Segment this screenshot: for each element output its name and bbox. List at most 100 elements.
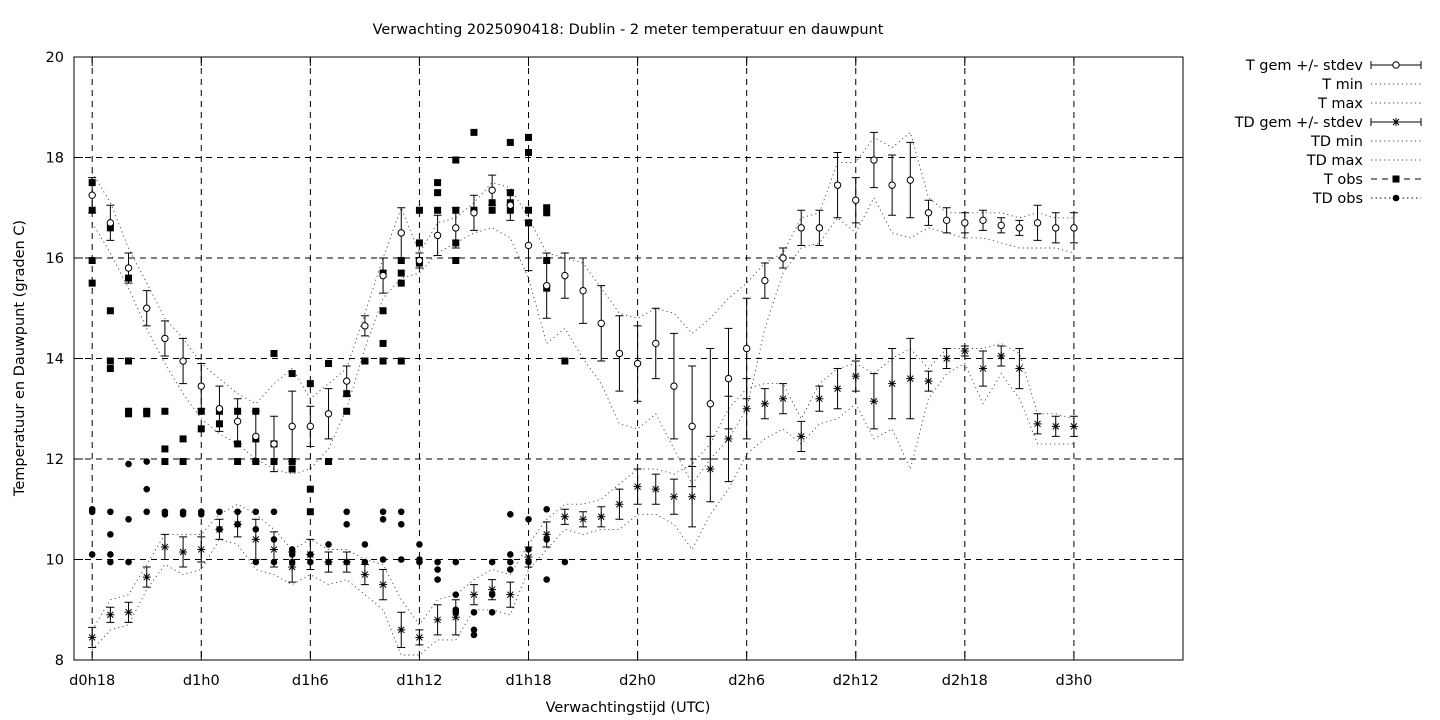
data-point-t-obs	[561, 357, 569, 365]
data-point-td-obs	[143, 485, 151, 493]
data-point-td-gem-stdev	[615, 500, 624, 509]
data-point-t-gem-stdev	[852, 196, 860, 204]
x-tick-label: d0h18	[69, 673, 115, 689]
data-point-td-gem-stdev	[415, 633, 424, 642]
data-point-t-obs	[306, 380, 314, 388]
data-point-td-gem-stdev	[379, 580, 388, 589]
x-tick-label: d2h0	[619, 673, 656, 689]
data-point-td-obs	[507, 510, 514, 518]
data-point-t-gem-stdev	[124, 264, 133, 272]
data-point-t-gem-stdev	[288, 422, 296, 431]
data-point-t-obs	[543, 204, 551, 212]
data-point-td-obs	[343, 508, 351, 516]
data-point-t-gem-stdev	[633, 359, 642, 368]
data-point-td-gem-stdev	[960, 346, 969, 355]
data-point-td-obs	[507, 551, 514, 558]
legend-marker-td-obs	[1392, 194, 1400, 202]
data-point-t-obs	[179, 458, 187, 466]
data-point-td-obs	[88, 508, 96, 516]
data-point-t-gem-stdev	[961, 219, 969, 227]
data-point-t-obs	[415, 239, 423, 247]
data-point-td-obs	[488, 608, 496, 616]
data-point-t-obs	[234, 458, 242, 466]
data-point-td-gem-stdev	[597, 512, 606, 521]
data-point-td-gem-stdev	[506, 590, 515, 599]
data-point-td-obs	[452, 558, 460, 566]
data-point-td-obs	[416, 558, 423, 566]
data-point-t-obs	[125, 357, 133, 365]
data-point-td-gem-stdev	[779, 394, 788, 403]
data-point-t-obs	[106, 357, 114, 365]
data-point-td-gem-stdev	[215, 525, 224, 534]
y-tick-label: 12	[46, 452, 64, 468]
data-point-td-obs	[379, 508, 387, 516]
data-point-td-obs	[397, 508, 405, 516]
data-point-td-gem-stdev	[906, 374, 915, 383]
data-point-td-obs	[288, 546, 296, 553]
data-point-t-obs	[525, 148, 533, 156]
data-point-t-obs	[288, 465, 296, 473]
data-point-t-gem-stdev	[215, 405, 224, 413]
data-point-td-obs	[179, 510, 187, 518]
data-point-t-obs	[361, 357, 369, 365]
data-point-td-gem-stdev	[742, 404, 751, 413]
data-point-t-obs	[306, 508, 314, 516]
data-point-td-gem-stdev	[106, 610, 115, 619]
data-point-t-gem-stdev	[361, 322, 369, 330]
data-point-t-gem-stdev	[979, 216, 987, 225]
series-line-td-max	[91, 342, 1075, 631]
data-point-t-obs	[397, 357, 405, 365]
data-point-t-obs	[452, 156, 460, 164]
data-point-t-obs	[125, 410, 133, 418]
data-point-td-gem-stdev	[1033, 419, 1042, 428]
data-point-td-gem-stdev	[251, 535, 260, 544]
data-point-t-obs	[288, 370, 296, 378]
data-point-t-obs	[379, 307, 387, 315]
data-point-t-gem-stdev	[197, 382, 205, 390]
y-tick-label: 18	[46, 151, 64, 167]
data-point-t-obs	[543, 209, 551, 217]
data-point-td-gem-stdev	[579, 515, 588, 524]
legend-label-td-gem-stdev: TD gem +/- stdev	[1234, 115, 1364, 131]
legend-label-t-max: T max	[1317, 96, 1363, 112]
data-point-td-gem-stdev	[524, 552, 533, 561]
errorbar-series	[88, 131, 1078, 648]
data-point-t-obs	[325, 360, 333, 368]
data-point-td-gem-stdev	[160, 542, 169, 551]
legend-label-t-min: T min	[1321, 77, 1363, 93]
legend: T gem +/- stdev T min T max TD gem +/- stde…	[1234, 58, 1422, 207]
x-tick-label: d1h12	[396, 673, 442, 689]
data-point-t-obs	[161, 445, 169, 453]
data-point-t-gem-stdev	[452, 224, 460, 232]
data-point-t-gem-stdev	[888, 181, 896, 189]
data-point-t-gem-stdev	[524, 241, 533, 250]
data-point-t-gem-stdev	[615, 349, 624, 358]
legend-marker-t-gem-stdev	[1392, 61, 1400, 69]
data-point-td-obs	[343, 521, 351, 528]
data-point-t-gem-stdev	[561, 271, 569, 280]
data-point-t-gem-stdev	[252, 432, 260, 441]
data-point-t-gem-stdev	[433, 231, 442, 240]
data-point-t-gem-stdev	[270, 440, 278, 448]
data-point-t-obs	[306, 485, 314, 493]
data-point-td-gem-stdev	[869, 397, 878, 406]
data-point-t-gem-stdev	[706, 400, 715, 408]
data-point-t-gem-stdev	[542, 281, 551, 290]
data-point-t-obs	[397, 269, 405, 277]
data-point-td-obs	[397, 521, 405, 528]
data-point-td-obs	[107, 558, 114, 566]
series-t-gem-stdev	[88, 131, 1078, 488]
data-point-td-gem-stdev	[942, 354, 951, 363]
data-point-td-gem-stdev	[233, 520, 242, 529]
data-point-td-obs	[325, 541, 332, 548]
x-tick-label: d3h0	[1055, 673, 1092, 689]
y-tick-label: 8	[55, 653, 64, 669]
data-point-td-gem-stdev	[706, 465, 715, 474]
data-point-td-gem-stdev	[979, 364, 988, 373]
y-tick-label: 16	[46, 251, 64, 267]
data-point-t-gem-stdev	[306, 422, 315, 431]
data-point-td-obs	[125, 516, 132, 523]
data-point-td-obs	[270, 508, 278, 516]
data-point-td-obs	[216, 508, 223, 516]
data-point-td-obs	[125, 558, 132, 566]
